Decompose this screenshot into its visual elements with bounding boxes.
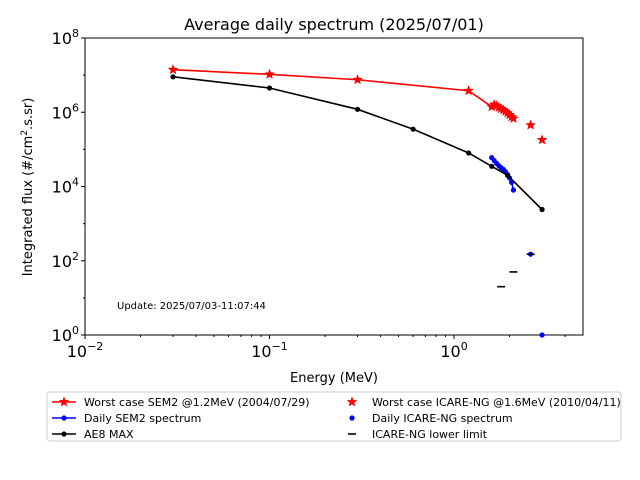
series-3-point	[525, 119, 537, 130]
legend-swatch-marker	[346, 396, 358, 407]
series-2-point	[410, 126, 416, 132]
series-4-point	[539, 332, 545, 338]
series-1	[489, 155, 517, 193]
legend-label: Worst case ICARE-NG @1.6MeV (2010/04/11)	[372, 396, 621, 409]
legend-item-0: Worst case SEM2 @1.2MeV (2004/07/29)	[52, 396, 309, 409]
series-2-point	[170, 74, 176, 80]
series-2-point	[354, 106, 361, 112]
y-tick-label: 102	[52, 250, 79, 271]
legend-swatch-marker	[58, 396, 70, 407]
legend-swatch-marker	[61, 431, 67, 437]
y-tick-label: 100	[52, 324, 79, 345]
series-2-point	[466, 150, 472, 156]
y-tick-label: 108	[52, 27, 79, 48]
series-0-point	[352, 74, 363, 85]
plot-area: 10−2 10−1 100 100 102 104 106 108 Update: 2025…	[52, 27, 584, 361]
y-axis-label: Integrated flux (#/cm2.s.sr)	[20, 98, 36, 277]
series-2-point	[266, 85, 273, 91]
series-2-line	[172, 76, 543, 211]
series-0-line	[173, 68, 514, 120]
legend-swatch-marker	[61, 415, 67, 421]
update-annotation: Update: 2025/07/03-11:07:44	[117, 301, 266, 312]
y-tick-label: 106	[52, 101, 79, 122]
series-5	[497, 253, 535, 288]
legend-label: AE8 MAX	[84, 428, 134, 441]
legend-swatch-marker	[349, 415, 355, 421]
series-3-point	[536, 134, 548, 145]
series-1-point	[510, 187, 517, 193]
series-0	[167, 63, 519, 124]
x-axis-ticks: 10−2 10−1 100	[67, 335, 566, 361]
series-2-point	[489, 163, 495, 169]
x-tick-label: 100	[440, 340, 467, 361]
plot-frame	[84, 37, 584, 336]
x-tick-label: 10−2	[67, 340, 104, 361]
series-0-point	[463, 85, 475, 96]
legend-item-4: Daily ICARE-NG spectrum	[349, 412, 513, 425]
legend-item-5: ICARE-NG lower limit	[348, 428, 488, 441]
series-0-point	[264, 68, 275, 79]
series-2-point	[504, 172, 511, 178]
legend-label: ICARE-NG lower limit	[372, 428, 488, 441]
x-tick-label: 10−1	[251, 340, 288, 361]
legend-label: Daily SEM2 spectrum	[84, 412, 201, 425]
series-4	[527, 251, 545, 338]
series-2-point	[539, 206, 545, 213]
x-axis-label: Energy (MeV)	[290, 371, 378, 386]
legend-frame	[46, 391, 622, 442]
legend-item-3: Worst case ICARE-NG @1.6MeV (2010/04/11)	[346, 396, 621, 409]
series-3	[525, 119, 548, 145]
y-axis-ticks: 100 102 104 106 108	[52, 27, 85, 345]
legend-item-1: Daily SEM2 spectrum	[52, 412, 201, 425]
y-tick-label: 104	[52, 176, 79, 197]
legend-label: Daily ICARE-NG spectrum	[372, 412, 513, 425]
chart-title: Average daily spectrum (2025/07/01)	[184, 15, 484, 34]
legend-item-2: AE8 MAX	[52, 428, 134, 441]
legend-label: Worst case SEM2 @1.2MeV (2004/07/29)	[84, 396, 309, 409]
series-layer	[167, 63, 548, 338]
series-2	[170, 74, 545, 213]
series-0-point	[167, 63, 179, 75]
series-0-point	[508, 112, 519, 124]
legend: Worst case SEM2 @1.2MeV (2004/07/29) Dail…	[46, 391, 622, 442]
